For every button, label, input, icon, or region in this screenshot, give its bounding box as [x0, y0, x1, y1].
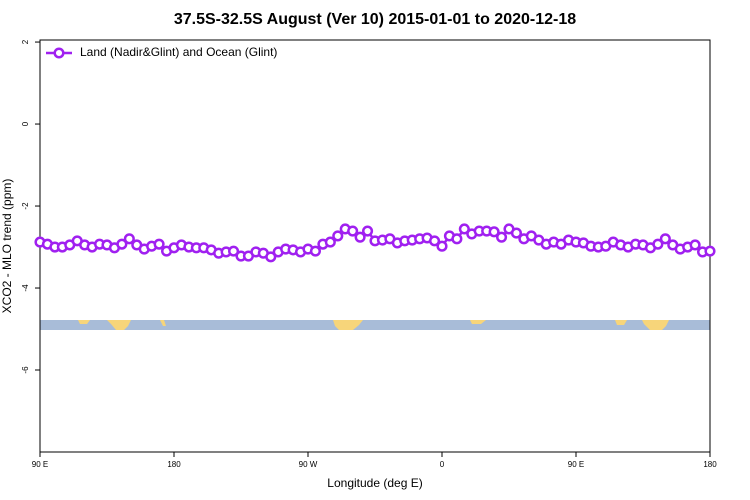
data-point: [116, 238, 128, 250]
y-axis-label: XCO2 - MLO trend (ppm): [0, 179, 14, 314]
data-point: [458, 223, 470, 235]
x-tick-label: 90 W: [299, 460, 318, 469]
y-tick-label: -2: [21, 202, 30, 210]
data-point: [347, 225, 359, 237]
x-tick-label: 90 E: [32, 460, 48, 469]
legend-marker: [53, 47, 65, 59]
data-point: [704, 245, 716, 257]
chart-title: 37.5S-32.5S August (Ver 10) 2015-01-01 t…: [174, 11, 576, 28]
y-tick-label: 2: [21, 39, 30, 44]
x-tick-label: 180: [167, 460, 181, 469]
data-point: [324, 236, 336, 248]
x-axis-label: Longitude (deg E): [327, 476, 422, 490]
data-point: [265, 251, 277, 263]
data-point: [659, 233, 671, 245]
data-point: [123, 233, 135, 245]
data-point: [451, 233, 463, 245]
data-point: [652, 238, 664, 250]
data-point: [429, 235, 441, 247]
land-ocean-map: [40, 320, 710, 330]
y-tick-label: 0: [21, 121, 30, 126]
data-point: [488, 226, 500, 238]
data-point: [153, 238, 165, 250]
data-point: [436, 240, 448, 252]
data-point: [496, 231, 508, 243]
data-point: [510, 227, 522, 239]
x-tick-label: 0: [440, 460, 445, 469]
data-point: [362, 225, 374, 237]
data-point: [332, 230, 344, 242]
data-point: [228, 245, 240, 257]
data-point: [309, 245, 321, 257]
y-tick-label: -4: [21, 284, 30, 292]
y-tick-label: -6: [21, 366, 30, 374]
x-tick-label: 90 E: [568, 460, 584, 469]
data-point: [689, 239, 701, 251]
data-point: [354, 231, 366, 243]
legend-label: Land (Nadir&Glint) and Ocean (Glint): [80, 45, 277, 59]
x-tick-label: 180: [703, 460, 717, 469]
